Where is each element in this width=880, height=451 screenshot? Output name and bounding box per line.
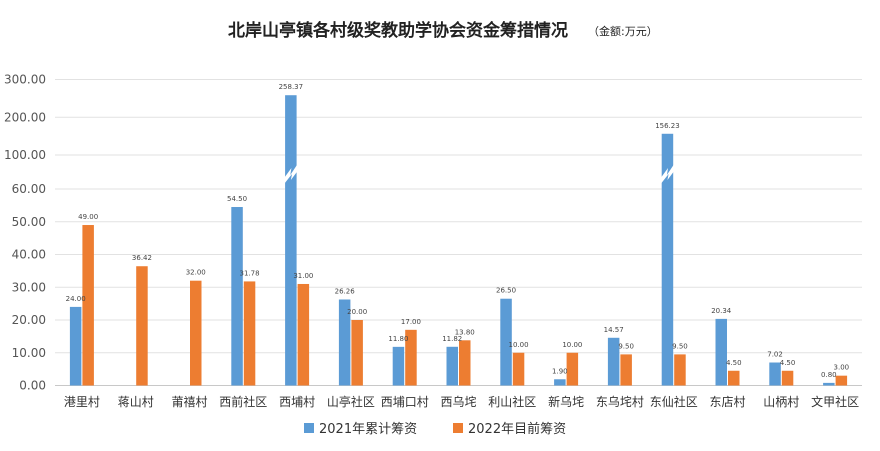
bar-2021 [231,207,243,386]
y-tick-label: 30.00 [12,280,46,294]
bar-2021 [607,337,620,386]
x-tick-label: 东店村 [709,395,745,409]
data-label: 54.50 [227,195,247,203]
axis-break-marker [660,164,675,184]
legend-label: 2021年累计筹资 [319,421,417,437]
x-tick-label: 港里村 [64,395,100,409]
y-tick-label: 200.00 [4,110,46,124]
data-label: 32.00 [186,269,206,277]
x-tick-label: 西埔村 [279,395,315,409]
data-label: 1.90 [552,367,568,375]
data-label: 156.23 [655,122,680,130]
y-tick-label: 20.00 [12,313,46,327]
data-label: 258.37 [279,83,304,91]
legend-swatch [304,423,314,433]
bar-2022 [835,375,848,386]
data-label: 26.26 [335,287,356,295]
data-label: 26.50 [496,287,516,295]
bar-2022 [297,283,310,386]
y-tick-label: 0.00 [19,379,46,393]
legend-label: 2022年目前筹资 [468,421,566,437]
bar-2021 [69,306,82,386]
legend-swatch [453,423,463,433]
data-label: 20.00 [347,308,367,316]
data-label: 49.00 [78,213,98,221]
x-axis-ticks: 港里村 蒋山村 莆禧村 西前社区 西埔村 山亭社区 西埔口村 西乌垞 利山社区 新乌垞 东乌垞村 东仙… [64,394,859,409]
data-label: 9.50 [672,342,688,350]
legend: 2021年累计筹资 2022年目前筹资 [304,421,566,437]
data-label: 10.00 [509,341,529,349]
data-label: 13.80 [455,328,475,336]
x-tick-label: 东乌垞村 [596,394,644,409]
data-label: 10.00 [562,341,582,349]
x-tick-label: 东仙社区 [650,394,698,409]
data-label: 0.80 [821,371,837,379]
gridlines [55,79,862,386]
chart-title: 北岸山亭镇各村级奖教助学协会资金筹措情况 [228,20,568,41]
y-tick-label: 10.00 [12,346,46,360]
y-tick-label: 50.00 [12,215,46,229]
x-tick-label: 山亭社区 [327,394,375,409]
bar-2021 [392,346,405,386]
bar-2021 [446,346,458,386]
data-label: 14.57 [604,326,624,334]
x-tick-label: 西埔口村 [381,395,429,409]
x-tick-label: 文甲社区 [811,394,859,409]
bar-2022 [243,281,256,386]
bar-2021 [338,299,351,386]
chart-subtitle: （金额:万元） [588,24,658,38]
bar-2021 [285,95,297,386]
y-axis-ticks: 0.00 10.00 20.00 30.00 40.00 50.00 60.00 100.00… [4,73,46,393]
bar-2022 [674,354,686,386]
x-tick-label: 西前社区 [219,394,267,409]
data-label: 11.80 [388,335,408,343]
bar-2021 [554,379,566,386]
x-tick-label: 蒋山村 [118,395,154,409]
x-tick-label: 新乌垞 [548,394,584,409]
bar-2022 [405,329,417,386]
bar-2022 [136,266,148,386]
data-label: 36.42 [132,254,152,262]
x-tick-label: 山柄村 [763,395,799,409]
data-label: 24.00 [66,295,86,303]
bar-2022 [566,352,579,386]
data-labels: 24.00 49.00 36.42 32.00 54.50 31.78 258.37 31.0… [66,83,850,379]
data-label: 11.82 [442,335,462,343]
bar-2022 [781,370,794,386]
bar-2021 [769,362,781,386]
data-label: 4.50 [726,359,742,367]
bar-2022 [512,352,525,386]
data-label: 9.50 [618,342,634,350]
x-tick-label: 西乌垞 [440,394,476,409]
bars [69,95,848,386]
bar-2021 [823,382,835,386]
y-tick-label: 300.00 [4,73,46,87]
x-tick-label: 利山社区 [488,394,536,409]
bar-2022 [728,370,740,386]
data-label: 31.00 [293,272,313,280]
data-label: 20.34 [711,307,732,315]
bar-2022 [82,225,94,386]
data-label: 7.02 [767,351,783,359]
data-label: 3.00 [834,364,850,372]
data-label: 4.50 [780,359,796,367]
x-tick-label: 莆禧村 [171,395,207,409]
y-tick-label: 100.00 [4,148,46,162]
data-label: 31.78 [240,269,260,277]
axis-break-marker [284,164,298,184]
y-tick-label: 60.00 [12,182,46,196]
y-tick-label: 40.00 [12,248,46,262]
bar-2021 [715,318,727,386]
bar-2022 [459,340,471,386]
data-label: 17.00 [401,318,421,326]
bar-2022 [620,354,632,386]
bar-2022 [351,320,363,386]
chart-title-group: 北岸山亭镇各村级奖教助学协会资金筹措情况 （金额:万元） [228,20,658,41]
bar-2022 [190,280,202,386]
bar-2021 [661,133,674,386]
bar-2021 [500,298,512,386]
